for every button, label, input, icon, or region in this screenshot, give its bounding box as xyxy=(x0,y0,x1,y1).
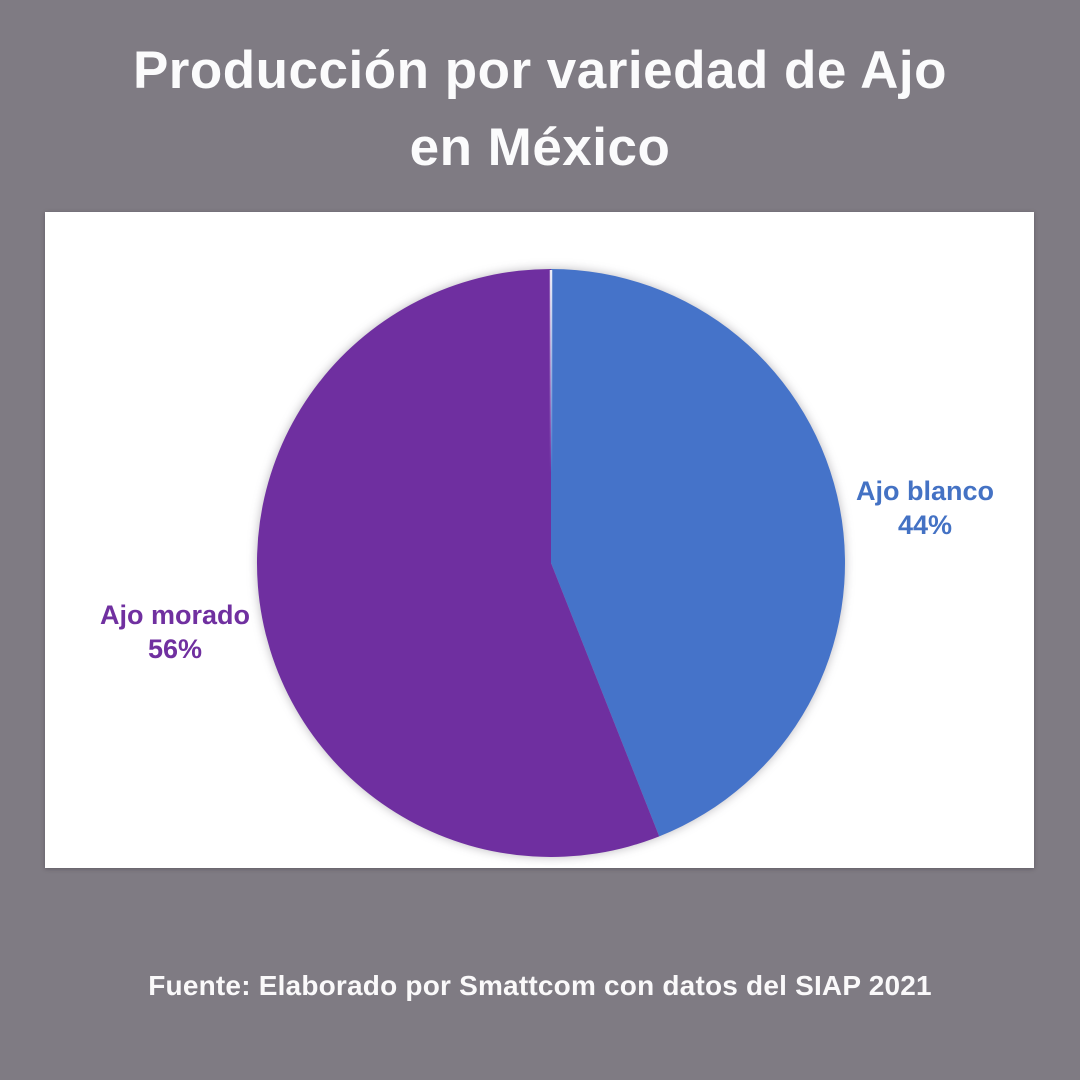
slice-label-name: Ajo blanco xyxy=(855,476,994,506)
slice-label-percent: 44% xyxy=(897,510,953,540)
chart-title: Producción por variedad de Ajo en México xyxy=(0,32,1080,186)
source-attribution: Fuente: Elaborado por Smattcom con datos… xyxy=(148,970,932,1001)
chart-title-line2: en México xyxy=(409,118,671,177)
slice-label-ajo-blanco: Ajo blanco 44% xyxy=(815,474,1035,542)
chart-plot-area: Ajo blanco 44% Ajo morado 56% xyxy=(45,212,1034,868)
slice-label-ajo-morado: Ajo morado 56% xyxy=(65,598,285,666)
slice-label-name: Ajo morado xyxy=(99,600,250,630)
pie-chart xyxy=(256,269,845,857)
pie-slice-ajo-blanco xyxy=(551,269,845,837)
chart-title-line1: Producción por variedad de Ajo xyxy=(132,41,948,100)
pie-slice-ajo-morado xyxy=(256,269,660,857)
slice-label-percent: 56% xyxy=(147,634,203,664)
